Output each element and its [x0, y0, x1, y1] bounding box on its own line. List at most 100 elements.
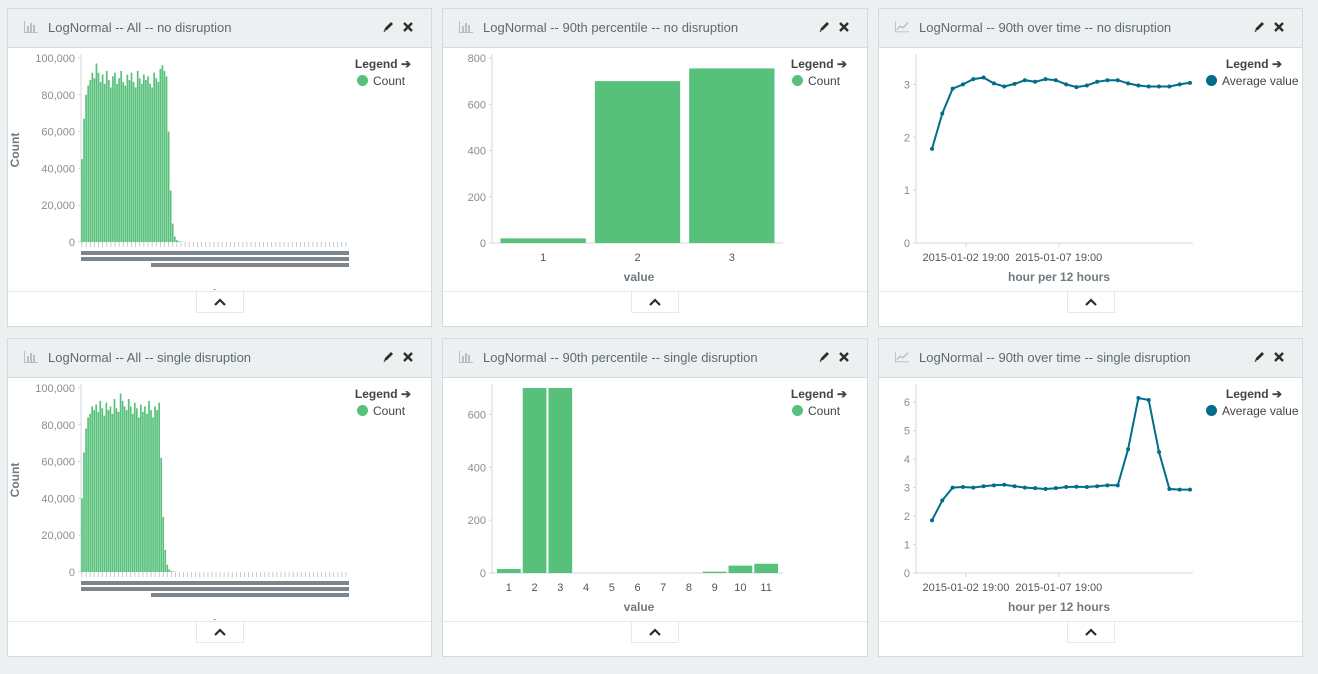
panel-title: LogNormal -- All -- single disruption — [48, 350, 252, 365]
histogram-bar — [171, 223, 174, 242]
collapse-toggle-button[interactable] — [1067, 622, 1115, 643]
histogram-bar — [130, 72, 133, 242]
y-tick-label: 4 — [904, 454, 910, 466]
collapse-toggle-button[interactable] — [196, 292, 244, 313]
chart-area: 0200400600800Count123value — [468, 53, 783, 284]
legend-item[interactable]: Count — [792, 74, 840, 88]
data-point — [950, 485, 955, 490]
close-icon[interactable] — [1272, 349, 1286, 365]
data-point — [1177, 487, 1182, 492]
histogram-bar — [147, 76, 149, 243]
collapse-toggle-button[interactable] — [631, 622, 679, 643]
panel-over-time-no-disruption: LogNormal -- 90th over time -- no disrup… — [878, 8, 1303, 327]
legend-toggle[interactable]: Legend ➔ — [790, 57, 847, 71]
bar — [594, 81, 681, 243]
histogram-bar — [138, 78, 141, 243]
chart-area: 0 20,000 40,000 60,000 80,000 100,000 Count val… — [8, 53, 349, 290]
legend-item[interactable]: Average value — [1206, 74, 1299, 88]
x-axis-title: hour per 12 hours — [1008, 600, 1110, 614]
histogram-bar — [87, 85, 90, 242]
close-icon[interactable] — [837, 349, 851, 365]
legend-dot — [357, 405, 368, 416]
data-point — [1157, 450, 1162, 455]
histogram-bar — [93, 78, 96, 243]
legend-toggle[interactable]: Legend ➔ — [354, 387, 411, 401]
legend-dot — [792, 75, 803, 86]
histogram-bar — [148, 400, 150, 572]
pencil-icon[interactable] — [817, 19, 831, 35]
legend-item[interactable]: Count — [357, 404, 405, 418]
data-point — [1146, 84, 1151, 89]
panel-all-single-disruption: LogNormal -- All -- single disruption 0 2… — [7, 338, 432, 657]
y-tick-label: 100,000 — [35, 53, 75, 65]
histogram-bar — [112, 76, 114, 243]
histogram-bar — [175, 240, 178, 242]
close-icon[interactable] — [1272, 19, 1286, 35]
legend-dot — [792, 405, 803, 416]
data-point — [1053, 486, 1058, 491]
chevron-up-icon — [214, 628, 226, 636]
histogram-bar — [107, 80, 110, 242]
histogram-bar — [99, 81, 102, 242]
collapse-toggle-button[interactable] — [1067, 292, 1115, 313]
collapse-toggle-button[interactable] — [196, 622, 244, 643]
histogram-bar — [167, 131, 170, 242]
histogram-bar — [166, 564, 169, 572]
bar — [754, 563, 778, 573]
histogram-bar — [129, 406, 132, 572]
histogram-bar — [178, 241, 180, 242]
data-point — [1095, 484, 1100, 489]
data-point — [1033, 486, 1038, 491]
legend-toggle[interactable]: Legend ➔ — [790, 387, 847, 401]
data-point — [1095, 79, 1100, 84]
pencil-icon[interactable] — [1252, 19, 1266, 35]
histogram-bar — [144, 406, 146, 572]
histogram-bar — [170, 571, 173, 572]
data-point — [1064, 82, 1069, 87]
data-point — [1188, 487, 1192, 492]
x-tick-label: 2 — [532, 582, 538, 594]
legend-item[interactable]: Average value — [1206, 404, 1299, 418]
pencil-icon[interactable] — [817, 349, 831, 365]
y-tick-label: 100,000 — [35, 383, 75, 395]
pencil-icon[interactable] — [381, 349, 395, 365]
legend-toggle[interactable]: Legend ➔ — [1225, 387, 1282, 401]
histogram-bar — [95, 63, 98, 242]
histogram-bar — [85, 428, 87, 572]
data-point — [971, 77, 976, 82]
histogram-bar — [101, 408, 104, 572]
data-point — [1084, 485, 1089, 490]
histogram-bar — [109, 406, 112, 572]
data-point — [971, 485, 976, 490]
legend-dot — [1206, 405, 1217, 416]
pencil-icon[interactable] — [381, 19, 395, 35]
legend-item[interactable]: Count — [357, 74, 405, 88]
close-icon[interactable] — [401, 349, 415, 365]
histogram-bar — [91, 72, 94, 242]
data-point — [1033, 79, 1038, 84]
data-point — [1167, 84, 1172, 89]
x-tick-label: 3 — [557, 582, 563, 594]
pencil-icon[interactable] — [1252, 349, 1266, 365]
bar — [500, 238, 586, 243]
x-tick-label: 1 — [540, 252, 546, 264]
panel-header: LogNormal -- 90th percentile -- single d… — [443, 339, 867, 378]
legend-item[interactable]: Count — [792, 404, 840, 418]
close-icon[interactable] — [401, 19, 415, 35]
close-icon[interactable] — [837, 19, 851, 35]
bar-chart-icon — [24, 21, 38, 33]
histogram-bar — [87, 417, 89, 572]
bar-chart-icon — [459, 351, 473, 363]
x-axis-title: value — [200, 617, 231, 620]
data-point — [1146, 397, 1151, 402]
data-point — [1043, 77, 1048, 82]
panel-title: LogNormal -- 90th over time -- no disrup… — [919, 20, 1172, 35]
collapse-toggle-button[interactable] — [631, 292, 679, 313]
x-tick-label: 10 — [734, 582, 746, 594]
legend-toggle[interactable]: Legend ➔ — [1225, 57, 1282, 71]
legend-toggle[interactable]: Legend ➔ — [354, 57, 411, 71]
histogram-bar — [154, 406, 156, 572]
x-tick-labels-overlap — [81, 587, 349, 591]
data-point — [1022, 78, 1027, 83]
histogram-bar — [156, 410, 158, 572]
